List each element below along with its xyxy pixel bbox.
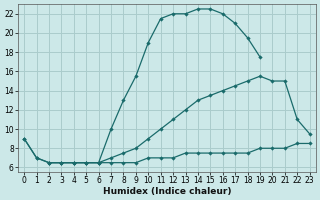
X-axis label: Humidex (Indice chaleur): Humidex (Indice chaleur) [103,187,231,196]
